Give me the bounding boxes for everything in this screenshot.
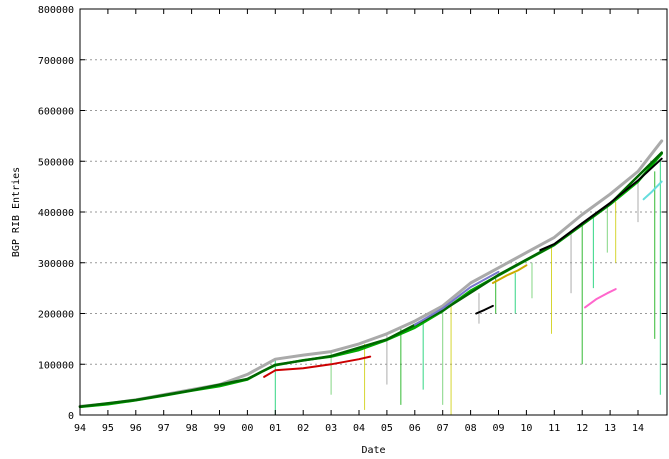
series-line-1 bbox=[78, 152, 663, 409]
x-tick-label-15: 09 bbox=[492, 423, 504, 434]
y-tick-label-7: 700000 bbox=[38, 56, 74, 67]
x-tick-label-8: 02 bbox=[297, 423, 309, 434]
x-tick-label-6: 00 bbox=[241, 423, 253, 434]
x-tick-label-1: 95 bbox=[102, 423, 114, 434]
x-tick-label-0: 94 bbox=[74, 423, 86, 434]
x-tick-label-16: 10 bbox=[520, 423, 532, 434]
x-tick-label-2: 96 bbox=[130, 423, 142, 434]
series-line-8 bbox=[491, 264, 528, 284]
x-tick-label-20: 14 bbox=[632, 423, 644, 434]
y-tick-label-4: 400000 bbox=[38, 208, 74, 219]
x-axis-title: Date bbox=[361, 445, 385, 456]
x-tick-label-5: 99 bbox=[213, 423, 225, 434]
series-line-2 bbox=[78, 151, 663, 408]
y-axis-ticks: 0 100000 200000 300000 400000 500000 600000 700… bbox=[38, 5, 667, 422]
x-tick-label-17: 11 bbox=[548, 423, 560, 434]
y-tick-label-2: 200000 bbox=[38, 310, 74, 321]
plot-border bbox=[79, 8, 668, 416]
outlier-drops bbox=[274, 161, 661, 415]
data-series bbox=[78, 139, 664, 409]
series-line-6 bbox=[642, 180, 663, 201]
x-tick-label-9: 03 bbox=[325, 423, 337, 434]
series-line-3 bbox=[539, 157, 663, 252]
x-tick-label-11: 05 bbox=[381, 423, 393, 434]
x-axis-ticks: 94 95 96 97 98 99 00 01 02 03 04 05 06 07 08 09 10 11 12 13… bbox=[74, 9, 644, 434]
series-line-4 bbox=[263, 355, 372, 378]
x-tick-label-4: 98 bbox=[186, 423, 198, 434]
y-axis-title: BGP RIB Entries bbox=[11, 167, 22, 257]
y-tick-label-3: 300000 bbox=[38, 259, 74, 270]
x-tick-label-19: 13 bbox=[604, 423, 616, 434]
series-line-5 bbox=[584, 288, 617, 309]
series-line-0 bbox=[78, 139, 664, 408]
y-tick-label-6: 600000 bbox=[38, 107, 74, 118]
x-tick-label-10: 04 bbox=[353, 423, 365, 434]
y-tick-label-0: 0 bbox=[68, 411, 74, 422]
x-tick-label-12: 06 bbox=[409, 423, 421, 434]
series-line-7 bbox=[475, 304, 494, 315]
grid bbox=[80, 59, 667, 365]
y-tick-label-1: 100000 bbox=[38, 360, 74, 371]
y-tick-label-5: 500000 bbox=[38, 157, 74, 168]
x-tick-label-18: 12 bbox=[576, 423, 588, 434]
x-tick-label-3: 97 bbox=[158, 423, 170, 434]
x-tick-label-7: 01 bbox=[269, 423, 281, 434]
x-tick-label-14: 08 bbox=[465, 423, 477, 434]
series-line-9 bbox=[413, 270, 500, 326]
y-tick-label-8: 800000 bbox=[38, 5, 74, 16]
x-tick-label-13: 07 bbox=[437, 423, 449, 434]
